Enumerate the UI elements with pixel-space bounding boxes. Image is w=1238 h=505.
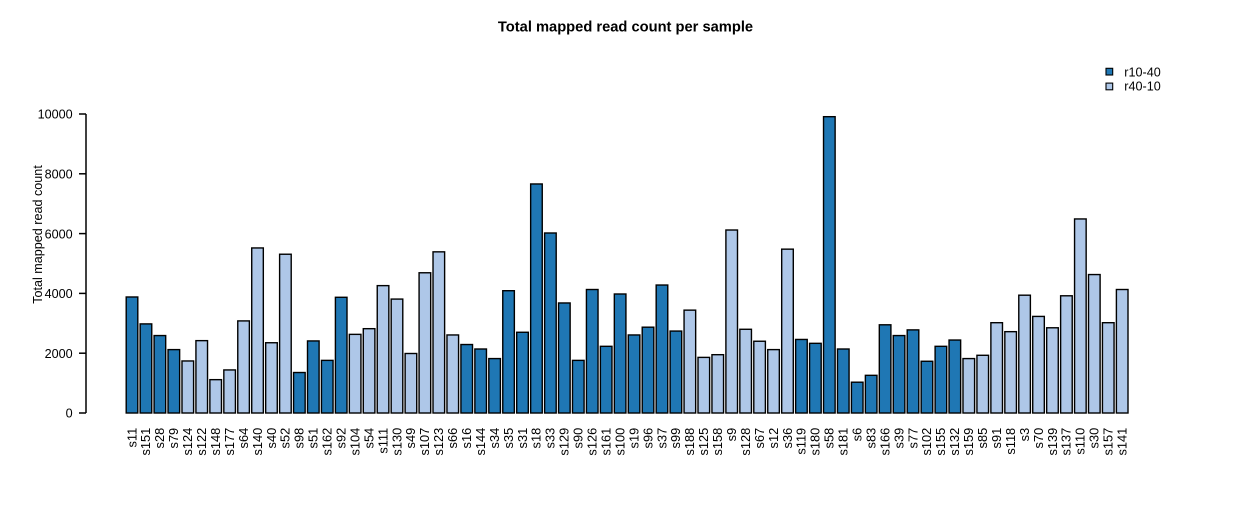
svg-text:Total mapped read count: Total mapped read count [31, 165, 45, 304]
svg-text:s96: s96 [640, 428, 655, 449]
svg-text:s70: s70 [1031, 428, 1046, 449]
svg-text:s140: s140 [250, 428, 265, 456]
svg-text:4000: 4000 [45, 287, 73, 301]
svg-text:s157: s157 [1101, 428, 1116, 456]
svg-text:s35: s35 [501, 428, 516, 449]
svg-text:6000: 6000 [45, 227, 73, 241]
svg-text:s11: s11 [124, 428, 139, 448]
svg-text:s144: s144 [473, 428, 488, 456]
svg-text:s129: s129 [557, 428, 572, 456]
svg-text:s90: s90 [571, 428, 586, 449]
svg-text:s19: s19 [626, 428, 641, 449]
svg-text:s92: s92 [334, 428, 349, 449]
svg-text:s39: s39 [891, 428, 906, 449]
svg-text:s161: s161 [598, 428, 613, 456]
svg-text:s119: s119 [794, 428, 809, 455]
svg-text:s52: s52 [278, 428, 293, 449]
svg-text:s49: s49 [403, 428, 418, 449]
svg-text:s83: s83 [863, 428, 878, 449]
svg-text:s79: s79 [166, 428, 181, 449]
svg-text:s125: s125 [696, 428, 711, 456]
svg-text:s107: s107 [417, 428, 432, 456]
svg-text:s148: s148 [208, 428, 223, 456]
svg-text:s162: s162 [320, 428, 335, 456]
svg-text:s100: s100 [612, 428, 627, 456]
svg-text:s33: s33 [543, 428, 558, 449]
svg-text:s67: s67 [752, 428, 767, 449]
svg-text:s155: s155 [933, 428, 948, 456]
svg-text:s9: s9 [724, 428, 739, 442]
svg-text:r10-40: r10-40 [1124, 65, 1160, 79]
svg-text:s151: s151 [138, 428, 153, 456]
svg-text:s158: s158 [710, 428, 725, 456]
svg-text:s91: s91 [989, 428, 1004, 449]
svg-text:s104: s104 [347, 428, 362, 456]
svg-text:s122: s122 [194, 428, 209, 456]
svg-text:r40-10: r40-10 [1124, 80, 1160, 94]
svg-text:2000: 2000 [45, 347, 73, 361]
svg-text:s64: s64 [236, 428, 251, 449]
svg-text:s3: s3 [1017, 428, 1032, 442]
svg-text:s51: s51 [306, 428, 321, 449]
svg-text:s180: s180 [808, 428, 823, 456]
svg-text:s36: s36 [780, 428, 795, 449]
svg-text:s12: s12 [766, 428, 781, 449]
svg-text:s166: s166 [877, 428, 892, 456]
svg-text:10000: 10000 [38, 108, 73, 122]
svg-text:s102: s102 [919, 428, 934, 456]
svg-text:s181: s181 [836, 428, 851, 456]
svg-text:s37: s37 [654, 428, 669, 449]
svg-text:s31: s31 [515, 428, 530, 449]
svg-text:8000: 8000 [45, 168, 73, 182]
svg-text:Total mapped read count per sa: Total mapped read count per sample [498, 20, 753, 36]
svg-text:s98: s98 [292, 428, 307, 449]
svg-text:s139: s139 [1045, 428, 1060, 456]
svg-text:s18: s18 [529, 428, 544, 449]
svg-text:s177: s177 [222, 428, 237, 456]
svg-text:s66: s66 [445, 428, 460, 449]
svg-text:s77: s77 [905, 428, 920, 449]
svg-text:s128: s128 [738, 428, 753, 456]
svg-text:s110: s110 [1073, 428, 1088, 455]
svg-text:s188: s188 [682, 428, 697, 456]
svg-text:s123: s123 [431, 428, 446, 456]
svg-text:s130: s130 [389, 428, 404, 456]
svg-text:s16: s16 [459, 428, 474, 449]
svg-text:s111: s111 [375, 428, 390, 454]
svg-text:s126: s126 [585, 428, 600, 456]
svg-text:s6: s6 [850, 428, 865, 442]
svg-text:s85: s85 [975, 428, 990, 449]
svg-text:s58: s58 [822, 428, 837, 449]
svg-text:s28: s28 [152, 428, 167, 449]
svg-text:s132: s132 [947, 428, 962, 456]
svg-text:s118: s118 [1003, 428, 1018, 455]
svg-text:s99: s99 [668, 428, 683, 449]
svg-text:s40: s40 [264, 428, 279, 449]
svg-text:s124: s124 [180, 428, 195, 456]
svg-text:s137: s137 [1059, 428, 1074, 456]
svg-text:s30: s30 [1087, 428, 1102, 449]
svg-text:s159: s159 [961, 428, 976, 456]
svg-text:0: 0 [66, 407, 73, 421]
svg-text:s34: s34 [487, 428, 502, 449]
svg-text:s141: s141 [1115, 428, 1130, 456]
svg-text:s54: s54 [361, 428, 376, 449]
